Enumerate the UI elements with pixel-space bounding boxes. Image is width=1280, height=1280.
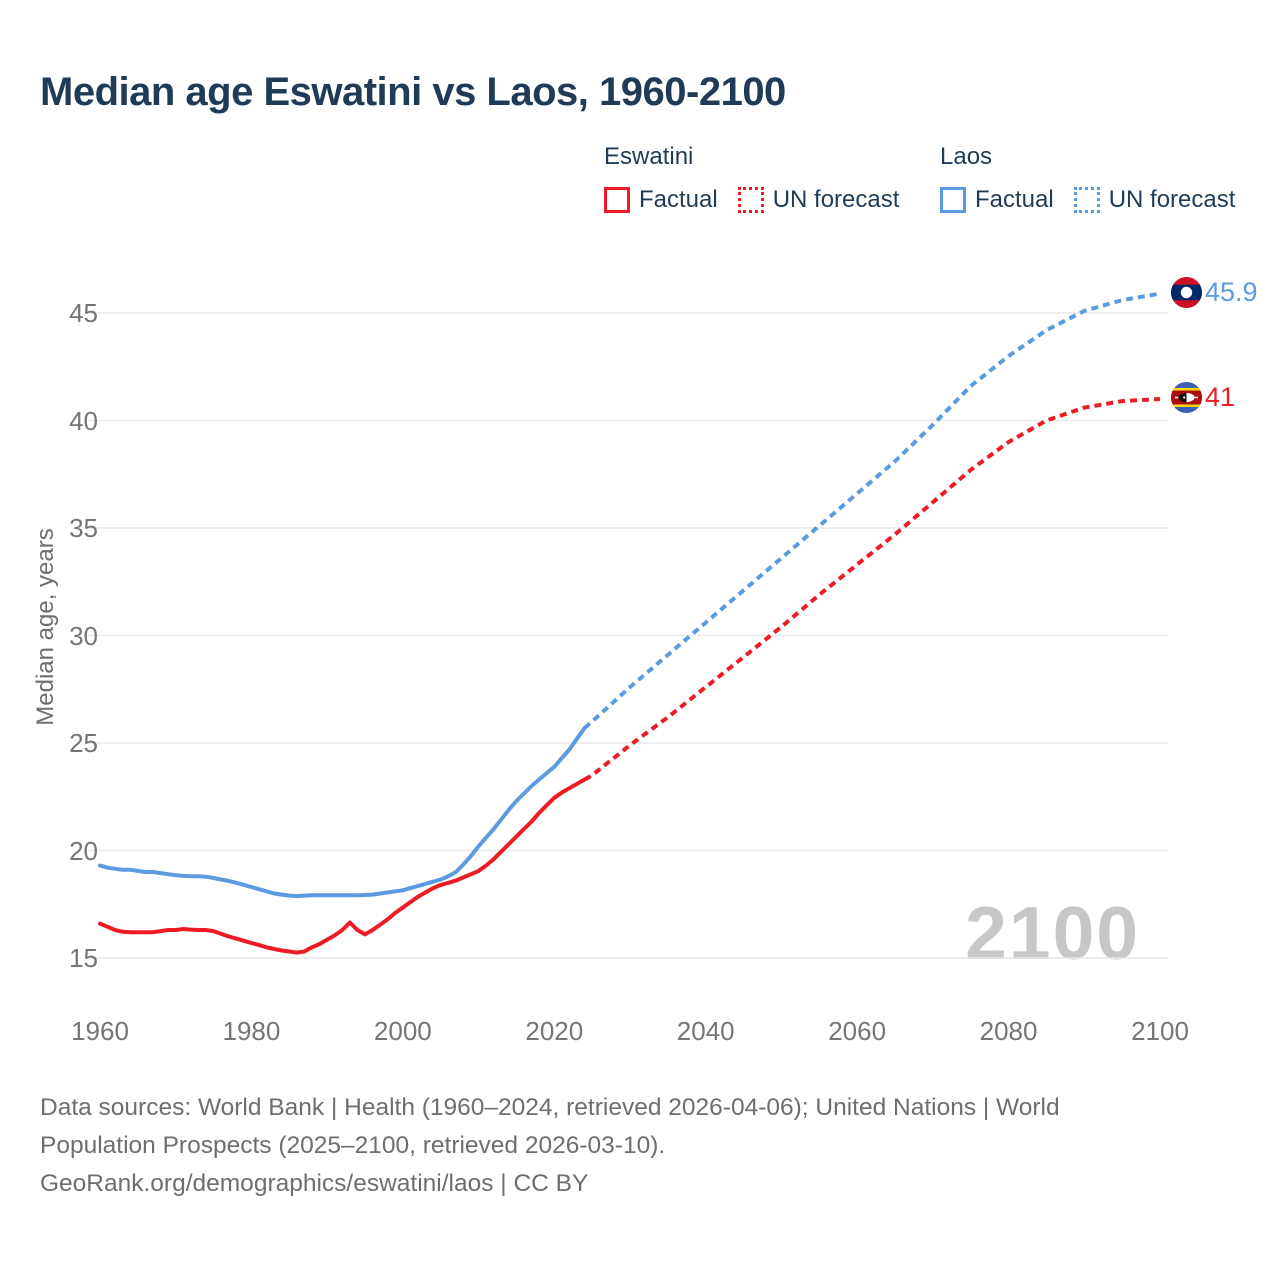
x-tick-label: 1980 (222, 1016, 281, 1046)
legend-item-laos-factual[interactable]: Factual (940, 186, 1054, 214)
series-line-eswatini-un-forecast (583, 397, 1161, 782)
data-sources-note: Data sources: World Bank | Health (1960–… (40, 1089, 1060, 1203)
legend-item-label: Factual (639, 186, 718, 213)
y-tick-label: 30 (69, 620, 98, 651)
x-tick-label: 2000 (373, 1016, 432, 1046)
end-value-laos: 45.9 (1205, 277, 1258, 307)
legend-item-eswatini-factual[interactable]: Factual (604, 186, 718, 214)
y-tick-label: 25 (69, 728, 98, 758)
series-line-laos-factual (98, 726, 587, 899)
legend-item-eswatini-forecast[interactable]: UN forecast (737, 186, 900, 214)
y-tick-label: 15 (69, 943, 98, 973)
watermark-year: 2100 (965, 891, 1140, 975)
source-line: Population Prospects (2025–2100, retriev… (40, 1132, 666, 1159)
end-value-eswatini: 41 (1205, 382, 1236, 412)
y-tick-label: 20 (69, 835, 98, 866)
legend-group-eswatini: Eswatini Factual UN forecast (604, 143, 899, 214)
legend-item-label: UN forecast (772, 186, 900, 213)
legend-group-title: Eswatini (604, 143, 694, 170)
x-tick-label: 2040 (676, 1016, 735, 1046)
legend-swatch-dotted-icon (1073, 187, 1100, 213)
source-line: GeoRank.org/demographics/eswatini/laos |… (40, 1170, 589, 1197)
legend-swatch-solid-icon (604, 187, 630, 213)
series-line-laos-un-forecast (583, 291, 1161, 730)
legend-item-label: Factual (975, 186, 1054, 213)
y-tick-label: 45 (69, 298, 98, 328)
x-tick-label: 2020 (525, 1016, 584, 1046)
y-tick-label: 35 (69, 513, 98, 543)
legend-swatch-dotted-icon (737, 187, 764, 213)
y-tick-label: 40 (69, 405, 98, 436)
x-tick-label: 2080 (979, 1016, 1038, 1046)
chart-title: Median age Eswatini vs Laos, 1960-2100 (40, 70, 786, 114)
eswatini-flag-icon (1171, 382, 1202, 413)
legend-swatch-solid-icon (940, 187, 966, 213)
x-tick-label: 2100 (1131, 1016, 1189, 1046)
source-line: Data sources: World Bank | Health (1960–… (40, 1094, 1060, 1121)
legend-group-title: Laos (940, 143, 993, 170)
legend-row: Factual UN forecast (940, 186, 1235, 214)
legend-item-label: UN forecast (1108, 186, 1236, 213)
x-tick-label: 2060 (828, 1016, 887, 1046)
legend-item-laos-forecast[interactable]: UN forecast (1073, 186, 1236, 214)
series-line-eswatini-factual (98, 777, 587, 955)
legend-group-laos: Laos Factual UN forecast (940, 143, 1235, 214)
laos-flag-icon (1171, 277, 1202, 308)
x-tick-label: 1960 (71, 1016, 129, 1046)
legend-row: Factual UN forecast (604, 186, 899, 214)
